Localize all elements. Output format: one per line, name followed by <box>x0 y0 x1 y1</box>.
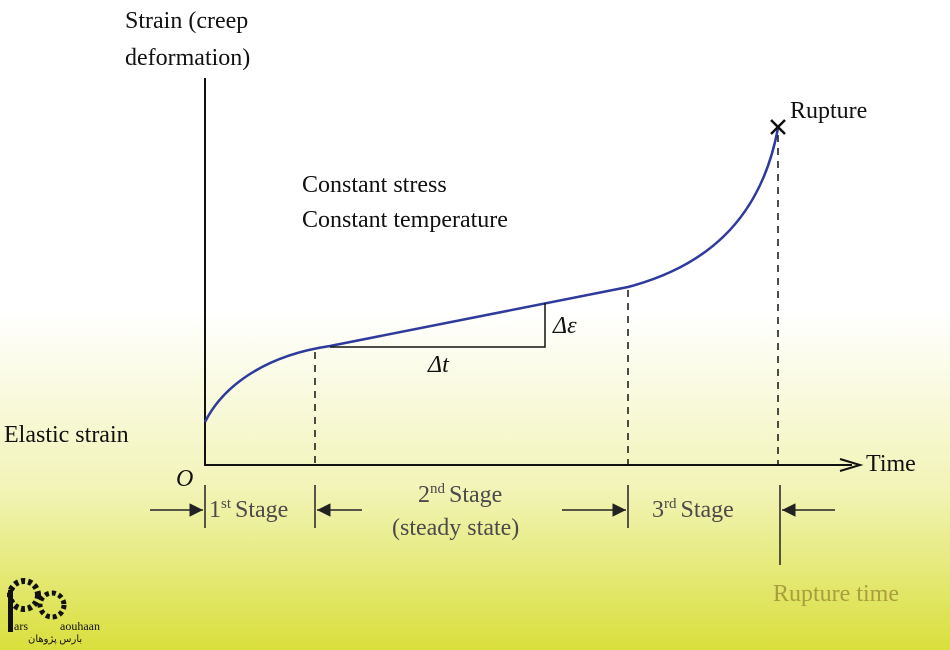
logo-persian: بارس پژوهان <box>28 634 82 645</box>
text-part: Stage <box>235 497 288 523</box>
text-part: nd <box>430 481 446 497</box>
logo-text: ars <box>14 619 28 633</box>
delta-strain: Δε <box>552 313 577 339</box>
stage-label: 1st Stage <box>209 496 288 523</box>
x-axis-arrow <box>839 458 864 472</box>
stage-note: (steady state) <box>392 515 519 541</box>
rupture-mark <box>770 119 786 135</box>
logo-text: aouhaan <box>60 619 100 633</box>
text-part: 2 <box>418 482 430 508</box>
text-part: Stage <box>449 482 502 508</box>
rupture-label: Rupture <box>790 98 867 124</box>
x-axis-label: Time <box>866 451 916 477</box>
y-axis-label: Strain (creep <box>125 8 248 34</box>
logo: ars aouhaan بارس پژوهان <box>7 578 100 645</box>
text-part: 1 <box>209 497 221 523</box>
text-part: st <box>221 496 232 512</box>
text-part: Stage <box>681 497 734 523</box>
elastic-strain-label: Elastic strain <box>4 422 129 448</box>
delta-time: Δt <box>427 352 450 378</box>
condition: Constant stress <box>302 172 447 198</box>
stage-dividers <box>204 485 781 565</box>
rupture-time-label: Rupture time <box>773 581 899 607</box>
stage-label: 2nd Stage <box>418 481 502 508</box>
origin-label: O <box>176 466 193 492</box>
stage-label: 3rd Stage <box>652 496 734 523</box>
creep-curve <box>203 127 780 423</box>
y-axis-label: deformation) <box>125 45 250 71</box>
text-part: rd <box>664 496 677 512</box>
slope-triangle <box>330 303 546 348</box>
condition: Constant temperature <box>302 207 508 233</box>
text-part: 3 <box>652 497 664 523</box>
stage-guides <box>314 135 779 465</box>
